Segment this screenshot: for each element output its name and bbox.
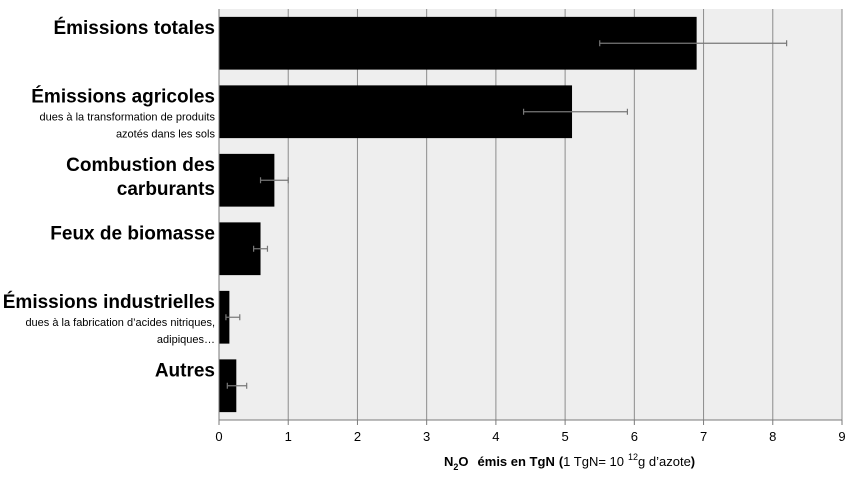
category-label: Émissions agricoles [31,85,215,107]
category-label: Combustion des [66,155,215,176]
x-tick-label: 3 [423,429,430,444]
category-label: carburants [117,179,215,200]
category-label: Feux de biomasse [50,223,215,244]
category-sublabel: dues à la transformation de produits [40,111,216,123]
bar [219,85,573,139]
x-tick-label: 5 [561,429,568,444]
category-sublabel: adipiques… [157,334,215,346]
bar [219,290,230,344]
error-bars [225,40,788,389]
category-label: Autres [155,360,215,381]
x-axis-label-paren-open: ( [559,454,564,469]
category-sublabel: dues à la fabrication d’acides nitriques… [25,317,215,329]
x-axis-label-part1: émis en TgN [478,454,555,469]
x-tick-label: 1 [285,429,292,444]
x-axis-label-part3: g d’azote [638,454,691,469]
x-tick-label: 8 [769,429,776,444]
x-tick-label: 4 [492,429,499,444]
x-ticks: 0 1 2 3 4 5 6 7 8 9 [215,420,846,444]
category-sublabel: azotés dans les sols [116,128,216,140]
x-tick-label: 0 [215,429,222,444]
grid [287,9,843,420]
x-axis-label-paren-close: ) [691,454,695,469]
plot-area [219,9,842,420]
x-axis-label-superscript: 12 [628,452,638,462]
x-axis-label-part2: 1 TgN= 10 [563,454,624,469]
x-axis-label: N2O émis en TgN (1 TgN= 10 12g d’azote) [444,452,695,472]
x-tick-label: 2 [354,429,361,444]
x-axis-label-subscript: 2 [453,462,458,472]
category-label: Émissions industrielles [3,291,215,313]
category-labels: Émissions totales Émissions agricoles dues… [3,17,216,382]
x-tick-label: 6 [631,429,638,444]
x-axis-label-n: N [444,454,453,469]
x-tick-label: 7 [700,429,707,444]
x-axis-label-o: O [458,454,468,469]
category-label: Émissions totales [53,17,215,39]
x-tick-label: 9 [838,429,845,444]
